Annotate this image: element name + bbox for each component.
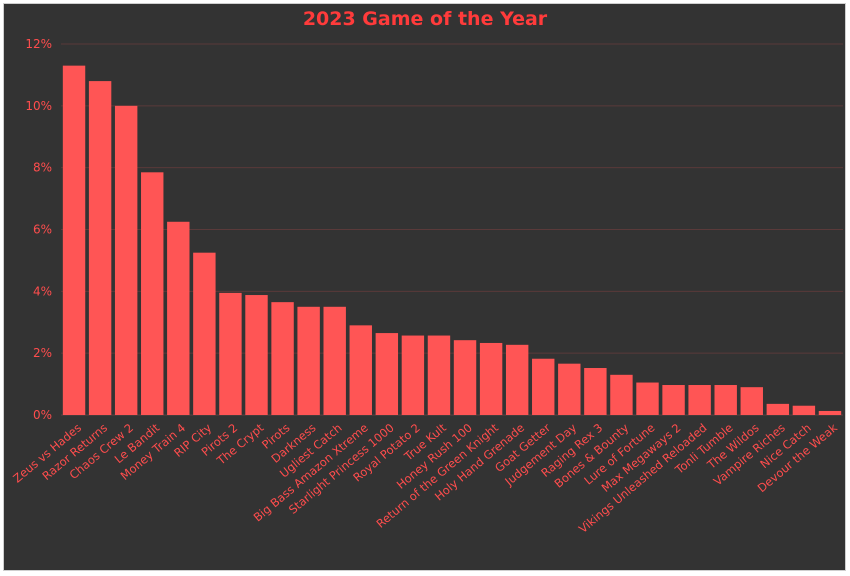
bar [349,325,372,415]
gridlines [61,43,843,416]
bar [453,340,477,415]
bar [245,295,268,415]
bar [818,410,842,415]
bar [766,403,790,415]
bar [584,368,607,415]
bar [167,221,190,415]
bar [323,306,346,415]
bar [479,342,503,415]
y-tick-label: 6% [33,223,52,237]
bars [62,65,842,416]
y-tick-label: 8% [33,161,52,175]
y-tick-label: 10% [25,99,52,113]
y-tick-label: 2% [33,346,52,360]
bar [114,105,138,415]
bar [688,385,711,415]
bar [532,358,555,415]
bar [662,385,685,415]
y-tick-label: 12% [25,37,52,51]
bar [271,302,294,415]
bar [141,172,164,415]
y-tick-label: 4% [33,284,52,298]
chart-title: 2023 Game of the Year [302,8,548,30]
bar [219,292,242,415]
bar [297,306,320,415]
bar [62,65,86,416]
bar [714,385,737,415]
y-tick-label: 0% [33,408,52,422]
bar [427,335,451,415]
bar [401,335,425,415]
bar [193,252,216,415]
y-axis-ticks: 0% 2% 4% 6% 8% 10% 12% [25,37,52,422]
bar [88,81,112,415]
bar [558,363,581,415]
bar [610,374,633,415]
bar [505,344,529,415]
bar [792,405,816,415]
bar [636,382,659,415]
bar [375,333,399,415]
bar [740,387,763,415]
